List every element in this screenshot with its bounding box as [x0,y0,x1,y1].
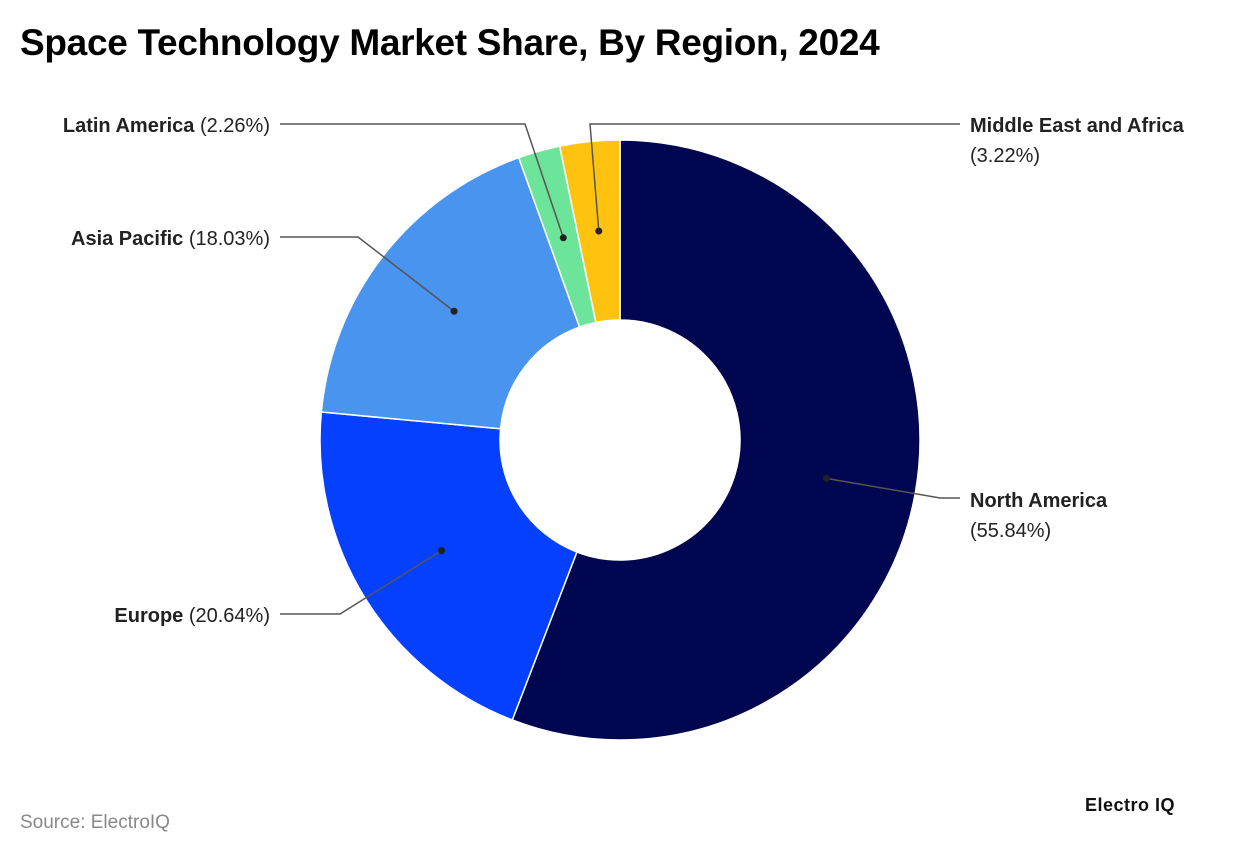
slice-label: Europe (20.64%) [114,605,270,627]
slice-value-label: (55.84%) [970,520,1051,542]
slice-label: Middle East and Africa [970,115,1185,137]
leader-line [280,123,565,239]
slice-label: Latin America (2.26%) [63,115,270,137]
slice-asia-pacific [320,156,581,430]
leader-line [826,477,960,499]
leader-dot [595,227,603,235]
leader-dot [559,234,567,242]
leader-dot [438,547,446,555]
leader-line [589,123,960,232]
source-note: Source: ElectroIQ [20,812,170,833]
slice-europe [319,411,578,721]
chart-title: Space Technology Market Share, By Region… [20,22,880,63]
slice-north-america [511,139,921,741]
slice-value-label: (3.22%) [970,145,1040,167]
leader-dot [822,474,830,482]
leader-line [280,550,442,615]
slice-middle-east-and-africa [558,139,621,324]
slice-label: North America [970,490,1108,512]
leader-dot [450,307,458,315]
brand-logo: Electro IQ [1085,795,1176,815]
leader-line [280,236,455,312]
slice-label: Asia Pacific (18.03%) [71,228,270,250]
